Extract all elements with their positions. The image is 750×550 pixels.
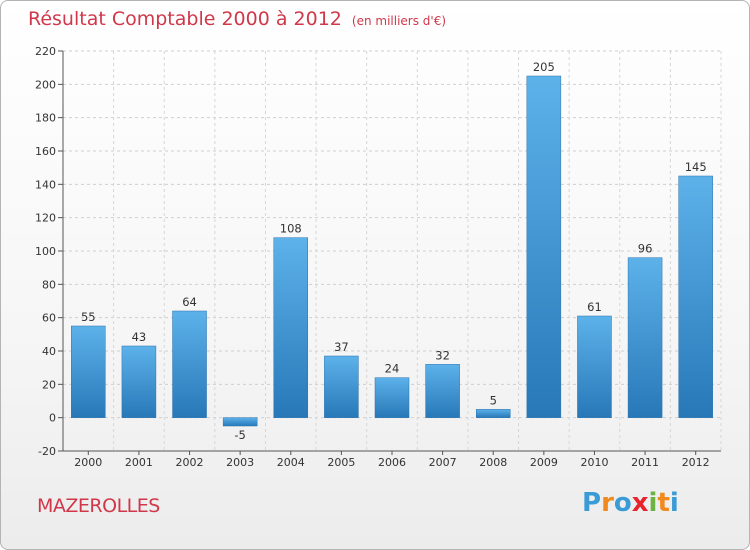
value-label-2003: -5 <box>234 428 245 442</box>
x-tick-label-2004: 2004 <box>277 456 305 469</box>
bar-2007 <box>425 364 460 418</box>
y-tick-label: 80 <box>42 278 56 291</box>
bar-2011 <box>627 257 663 418</box>
logo-letter: P <box>582 488 602 518</box>
x-tick-label-2009: 2009 <box>530 456 558 469</box>
x-tick-label-2010: 2010 <box>580 456 608 469</box>
bar-2004 <box>273 237 309 418</box>
y-tick-label: 60 <box>42 312 56 325</box>
logo-letter: i <box>648 488 658 518</box>
x-tick-label-2005: 2005 <box>327 456 355 469</box>
value-label-2011: 96 <box>638 242 653 256</box>
x-tick-label-2002: 2002 <box>176 456 204 469</box>
bar-2000 <box>71 325 106 418</box>
logo-letter: i <box>669 488 679 518</box>
value-label-2006: 24 <box>385 362 400 376</box>
value-label-2001: 43 <box>132 330 147 344</box>
chart-subtitle: (en milliers d'€) <box>351 14 447 28</box>
x-tick-label-2007: 2007 <box>429 456 457 469</box>
y-tick-label: 200 <box>35 78 56 91</box>
logo-letter: x <box>631 488 649 518</box>
bar-2010 <box>577 315 612 418</box>
y-tick-label: -20 <box>38 445 56 458</box>
x-tick-label-2000: 2000 <box>74 456 102 469</box>
y-tick-label: 160 <box>35 145 56 158</box>
value-labels: 55 43 64 -5 108 37 24 32 5 205 61 96 145 <box>81 60 707 442</box>
x-tick-label-2003: 2003 <box>226 456 254 469</box>
bar-2005 <box>324 355 359 418</box>
commune-name: MAZEROLLES <box>37 495 160 517</box>
y-tick-label: 100 <box>35 245 56 258</box>
bars <box>71 75 713 427</box>
y-tick-label: 180 <box>35 112 56 125</box>
bar-2006 <box>374 377 410 418</box>
bar-2008 <box>475 409 511 418</box>
value-label-2005: 37 <box>334 340 349 354</box>
logo-letter: t <box>657 488 670 518</box>
proxiti-logo: Proxiti <box>582 488 679 518</box>
y-tick-label: 20 <box>42 378 56 391</box>
value-label-2010: 61 <box>587 300 602 314</box>
bar-2002 <box>172 310 207 418</box>
y-tick-label: 40 <box>42 345 56 358</box>
value-label-2004: 108 <box>280 222 302 236</box>
x-tick-label-2012: 2012 <box>682 456 710 469</box>
x-tick-label-2006: 2006 <box>378 456 406 469</box>
bar-2003 <box>222 417 258 427</box>
logo-letter: o <box>613 488 632 518</box>
bar-2009 <box>526 75 562 418</box>
value-label-2000: 55 <box>81 310 96 324</box>
chart-title: Résultat Comptable 2000 à 2012 (en millie… <box>28 8 446 30</box>
y-tick-label: 140 <box>35 178 56 191</box>
y-tick-label: 0 <box>49 412 56 425</box>
chart-title-text: Résultat Comptable 2000 à 2012 <box>28 8 342 30</box>
value-label-2002: 64 <box>182 295 197 309</box>
axes: -20 0 20 40 60 80 100 120 140 160 180 200 220 2000 200… <box>35 45 721 469</box>
value-label-2009: 205 <box>533 60 555 74</box>
bar-2012 <box>678 175 713 418</box>
bar-2001 <box>121 345 157 418</box>
value-label-2012: 145 <box>685 160 707 174</box>
value-label-2008: 5 <box>490 393 497 407</box>
x-tick-label-2001: 2001 <box>125 456 153 469</box>
y-tick-label: 220 <box>35 45 56 58</box>
x-tick-label-2011: 2011 <box>631 456 659 469</box>
y-tick-label: 120 <box>35 212 56 225</box>
logo-letter: r <box>601 488 614 518</box>
value-label-2007: 32 <box>435 348 450 362</box>
x-tick-label-2008: 2008 <box>479 456 507 469</box>
